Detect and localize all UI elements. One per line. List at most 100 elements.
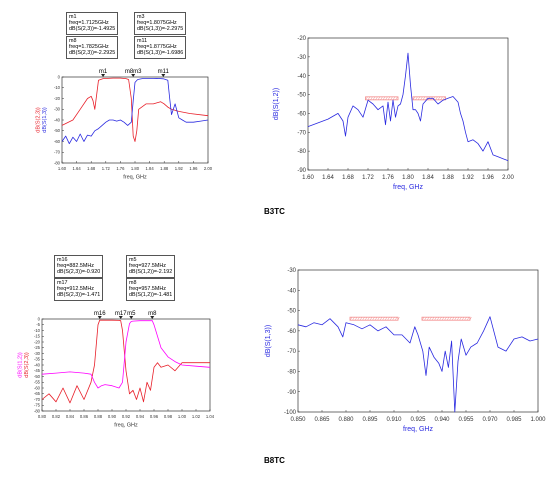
band-mark — [365, 96, 399, 101]
band-hatch — [384, 317, 388, 321]
y-tick-label: -40 — [54, 117, 61, 122]
y-tick-label: -15 — [34, 334, 41, 339]
band-mark — [349, 316, 399, 321]
b3tc-left-chart-panel: m1 freq=1.7125GHz dB(S(2,3))=-1.4925 m3 … — [36, 12, 228, 202]
band-hatch — [442, 96, 446, 100]
marker-label: m8m3 — [125, 69, 142, 75]
y-tick-label: -75 — [34, 403, 41, 408]
x-tick-label: 1.72 — [362, 175, 374, 181]
x-tick-label: 0.94 — [136, 414, 145, 419]
marker-triangle — [101, 74, 106, 77]
band-hatch — [469, 317, 472, 321]
y-tick-label: -30 — [297, 55, 306, 61]
band-hatch — [422, 96, 426, 100]
band-hatch — [421, 317, 425, 321]
marker-triangle — [161, 74, 166, 77]
marker-name: m8 — [69, 38, 77, 44]
marker-name: m8 — [129, 280, 137, 286]
y-tick-label: -40 — [287, 288, 296, 294]
x-tick-label: 1.88 — [160, 166, 169, 171]
series-line-dbs12 — [307, 52, 509, 161]
y-tick-label: -45 — [34, 368, 41, 373]
b8tc-caption: B8TC — [264, 456, 285, 465]
marker-triangle — [150, 316, 155, 319]
band-hatch — [354, 317, 358, 321]
x-tick-label: 1.84 — [422, 175, 434, 181]
marker-box-m8: m8 freq=957.5MHz dB(S(1,2))=-1.481 — [126, 278, 176, 301]
marker-label: m8 — [148, 311, 157, 317]
x-tick-label: 1.64 — [322, 175, 334, 181]
band-hatch — [456, 317, 460, 321]
band-hatch — [389, 317, 393, 321]
y-tick-label: -70 — [54, 150, 61, 155]
y-axis-label: dB(S(1,3)) — [265, 325, 272, 357]
band-hatch — [390, 96, 393, 100]
b3tc-right-chart: 1.60 1.64 1.68 1.72 1.76 1.80 1.84 1.88 1.92 1.96… — [273, 36, 514, 191]
y-tick-label: -90 — [287, 390, 296, 396]
band-hatch — [437, 96, 441, 100]
x-tick-label: 1.000 — [530, 417, 546, 423]
series-line-dbs12 — [41, 320, 211, 389]
y-tick-label: -35 — [34, 357, 41, 362]
x-tick-label: 1.60 — [302, 175, 314, 181]
x-tick-label: 1.00 — [178, 414, 187, 419]
band-hatch — [374, 317, 378, 321]
marker-value: dB(S(1,3))=-1.6986 — [137, 50, 184, 57]
y-tick-label: -20 — [34, 339, 41, 344]
x-tick-label: 1.68 — [87, 166, 96, 171]
band-hatch — [359, 317, 363, 321]
band-hatch — [440, 96, 443, 100]
marker-box-m3: m3 freq=1.8075GHz dB(S(1,3))=-2.2975 — [134, 12, 187, 35]
band-hatch — [426, 317, 430, 321]
band-hatch — [436, 317, 440, 321]
y-tick-label: -65 — [34, 391, 41, 396]
y-tick-label: -10 — [34, 328, 41, 333]
y-tick-label: -70 — [34, 397, 41, 402]
band-hatch — [352, 317, 355, 321]
band-hatch — [372, 96, 376, 100]
y-tick-label: -60 — [54, 139, 61, 144]
band-hatch — [425, 96, 428, 100]
marker-freq: freq=1.8075GHz — [137, 20, 177, 27]
band-hatch — [420, 96, 423, 100]
band-hatch — [397, 317, 400, 321]
x-tick-label: 1.04 — [206, 414, 215, 419]
marker-box-m5: m5 freq=927.5MHz dB(S(1,2))=-2.192 — [126, 255, 176, 278]
marker-value: dB(S(2,3))=-0.920 — [57, 269, 101, 276]
x-axis-label: freq, GHz — [114, 423, 138, 429]
band-hatch — [372, 317, 375, 321]
x-tick-label: 1.72 — [102, 166, 111, 171]
y-tick-label: -80 — [287, 370, 296, 376]
y-axis-label: dB(S(1,2)) — [273, 88, 280, 120]
band-hatch — [385, 96, 388, 100]
y-tick-label: -40 — [297, 74, 306, 80]
marker-triangle — [97, 316, 102, 319]
band-hatch — [369, 317, 373, 321]
band-hatch — [367, 317, 370, 321]
x-tick-label: 1.76 — [382, 175, 394, 181]
x-tick-label: 0.84 — [66, 414, 75, 419]
band-hatch — [424, 317, 427, 321]
marker-label: m5 — [127, 311, 136, 317]
x-tick-label: 1.96 — [189, 166, 198, 171]
marker-triangle — [131, 74, 136, 77]
band-hatch — [392, 317, 395, 321]
marker-box-m17: m17 freq=912.5MHz dB(S(2,3))=-1.471 — [54, 278, 104, 301]
band-hatch — [362, 317, 365, 321]
x-axis-label: freq, GHz — [123, 175, 147, 181]
band-hatch — [441, 317, 445, 321]
y-tick-label: -90 — [297, 168, 306, 174]
x-tick-label: 0.910 — [386, 417, 402, 423]
y-tick-label: -30 — [287, 268, 296, 274]
x-tick-label: 0.92 — [122, 414, 131, 419]
x-tick-label: 1.92 — [175, 166, 184, 171]
marker-freq: freq=927.5MHz — [129, 263, 167, 270]
marker-freq: freq=882.5MHz — [57, 263, 95, 270]
series-line-dbs23 — [41, 319, 210, 404]
series-line-dbs13 — [297, 316, 539, 413]
y-axis-label: dB(S(2,3)) — [24, 352, 30, 378]
b3tc-left-chart: 1.60 1.64 1.68 1.72 1.76 1.80 1.84 1.88 1.92 1.96… — [36, 69, 213, 181]
band-hatch — [382, 96, 386, 100]
y-tick-label: -60 — [34, 385, 41, 390]
x-tick-label: 0.86 — [80, 414, 89, 419]
